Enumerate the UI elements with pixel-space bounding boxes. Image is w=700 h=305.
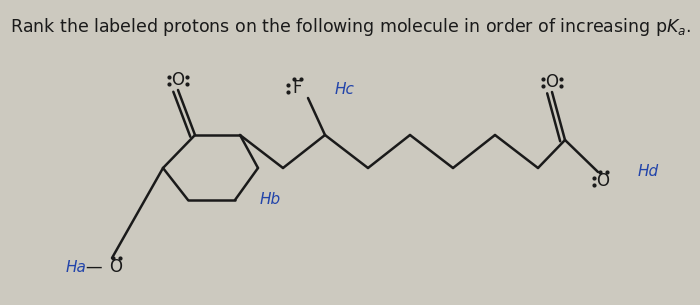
Text: Hd: Hd — [638, 164, 659, 180]
Text: O: O — [545, 73, 559, 91]
Text: Ha: Ha — [66, 260, 86, 274]
Text: O: O — [109, 258, 122, 276]
Text: O: O — [596, 172, 610, 190]
Text: Hc: Hc — [335, 82, 355, 98]
Text: O: O — [172, 71, 185, 89]
Text: Rank the labeled protons on the following molecule in order of increasing p$\mat: Rank the labeled protons on the followin… — [10, 16, 691, 38]
Text: Hb: Hb — [260, 192, 281, 207]
Text: —: — — [85, 258, 102, 276]
Text: F: F — [293, 79, 302, 97]
